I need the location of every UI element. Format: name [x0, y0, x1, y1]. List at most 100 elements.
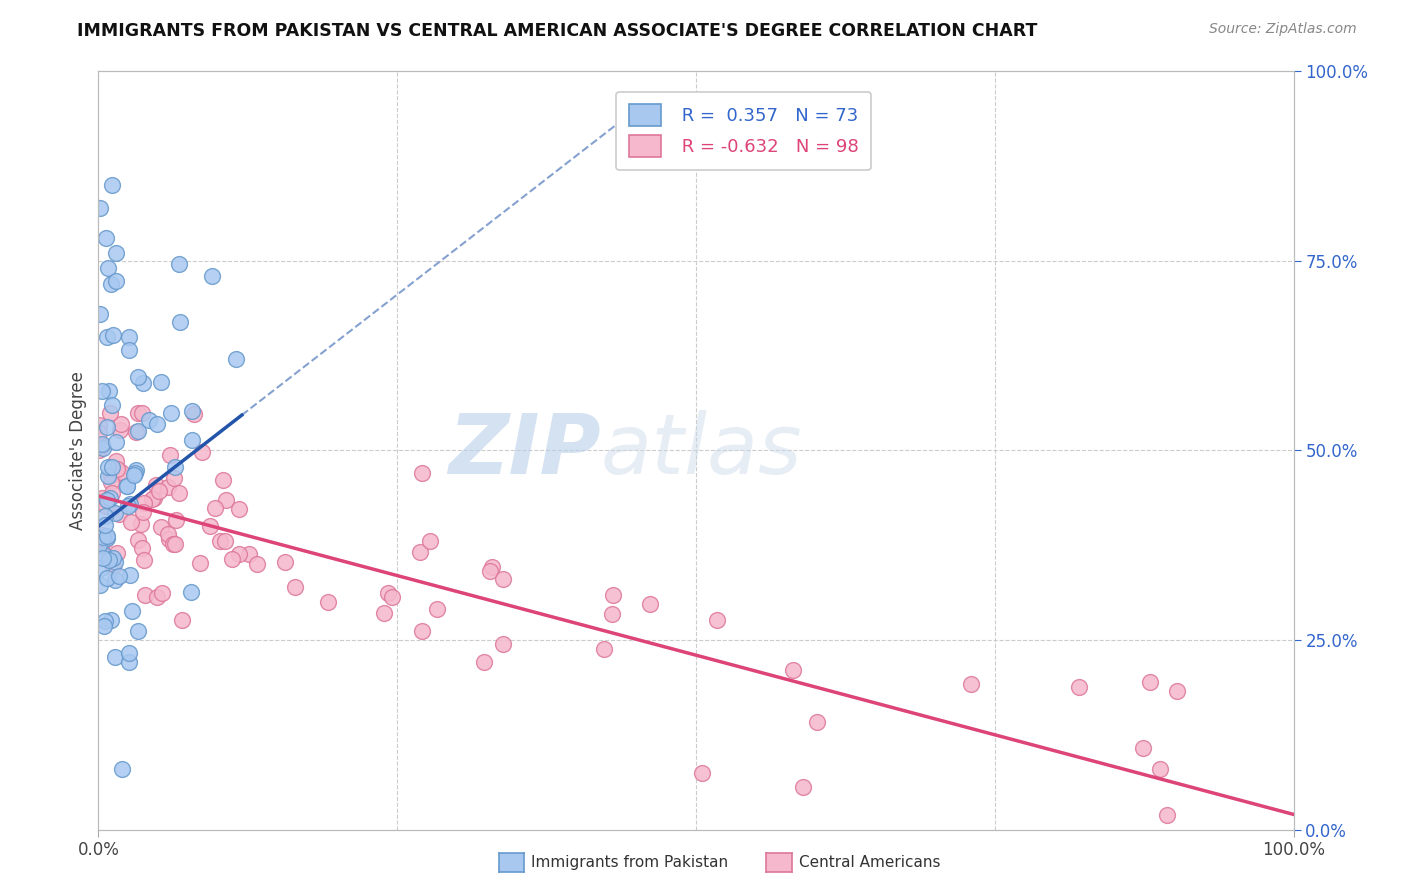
- Point: [1149, 762, 1171, 776]
- Point: [121, 604, 143, 618]
- Point: [225, 352, 247, 367]
- Point: [96, 492, 118, 507]
- Point: [100, 468, 122, 483]
- Point: [124, 467, 146, 482]
- Point: [600, 607, 623, 622]
- Point: [97, 553, 120, 567]
- Point: [105, 453, 128, 467]
- Point: [188, 556, 211, 570]
- Point: [1067, 680, 1090, 694]
- Point: [134, 553, 156, 567]
- Point: [101, 328, 124, 343]
- Point: [165, 536, 187, 550]
- Point: [162, 537, 184, 551]
- Point: [138, 413, 160, 427]
- Point: [690, 765, 713, 780]
- Point: [108, 423, 131, 437]
- Point: [90, 560, 112, 574]
- Point: [481, 559, 503, 574]
- Point: [373, 606, 395, 620]
- Point: [159, 448, 181, 462]
- Point: [131, 505, 153, 519]
- Point: [792, 780, 814, 794]
- Text: ZIP: ZIP: [447, 410, 600, 491]
- Point: [90, 439, 112, 453]
- Point: [409, 545, 432, 559]
- Point: [118, 646, 141, 660]
- Point: [204, 500, 226, 515]
- Point: [228, 547, 250, 561]
- Point: [87, 538, 110, 552]
- Point: [96, 531, 118, 545]
- Point: [91, 527, 114, 541]
- Point: [472, 655, 495, 669]
- Point: [377, 586, 399, 600]
- Point: [105, 461, 128, 475]
- Point: [180, 404, 202, 418]
- Point: [100, 475, 122, 490]
- Point: [89, 307, 111, 321]
- Point: [228, 502, 250, 516]
- Point: [97, 459, 120, 474]
- Point: [93, 619, 115, 633]
- Point: [104, 650, 127, 665]
- Point: [91, 436, 114, 450]
- Point: [110, 465, 132, 479]
- Point: [103, 551, 125, 566]
- Point: [592, 641, 614, 656]
- Point: [97, 261, 120, 276]
- Point: [181, 433, 204, 447]
- Point: [96, 330, 118, 344]
- Point: [156, 480, 179, 494]
- Point: [91, 491, 114, 506]
- Point: [96, 571, 118, 585]
- Point: [91, 384, 114, 398]
- Point: [87, 425, 110, 440]
- Point: [100, 277, 122, 291]
- Point: [124, 466, 146, 480]
- Point: [411, 467, 433, 481]
- Point: [167, 486, 190, 500]
- Point: [101, 460, 124, 475]
- Point: [107, 508, 129, 522]
- Point: [93, 493, 115, 508]
- Point: [100, 491, 122, 505]
- Point: [419, 534, 441, 549]
- Point: [157, 527, 180, 541]
- Point: [146, 591, 169, 605]
- Point: [492, 638, 515, 652]
- Point: [117, 479, 139, 493]
- Point: [120, 497, 142, 511]
- Point: [1139, 674, 1161, 689]
- Point: [165, 513, 187, 527]
- Point: [105, 274, 128, 288]
- Point: [191, 445, 214, 459]
- Point: [87, 417, 110, 432]
- Point: [89, 201, 111, 215]
- Text: atlas: atlas: [600, 410, 801, 491]
- Point: [120, 515, 142, 529]
- Point: [160, 406, 183, 420]
- Point: [101, 178, 124, 193]
- Point: [169, 315, 191, 329]
- Point: [101, 559, 124, 574]
- Point: [97, 469, 120, 483]
- Point: [132, 496, 155, 510]
- Point: [127, 424, 149, 438]
- Point: [104, 246, 127, 260]
- Point: [98, 405, 121, 420]
- Point: [94, 517, 117, 532]
- Y-axis label: Associate's Degree: Associate's Degree: [69, 371, 87, 530]
- Point: [117, 499, 139, 513]
- Point: [131, 541, 153, 555]
- Point: [110, 417, 132, 431]
- Point: [90, 548, 112, 562]
- Point: [125, 425, 148, 439]
- Point: [1132, 740, 1154, 755]
- Text: Source: ZipAtlas.com: Source: ZipAtlas.com: [1209, 22, 1357, 37]
- Point: [782, 663, 804, 677]
- Point: [94, 533, 117, 547]
- Point: [118, 655, 141, 669]
- Point: [104, 506, 127, 520]
- Point: [212, 473, 235, 487]
